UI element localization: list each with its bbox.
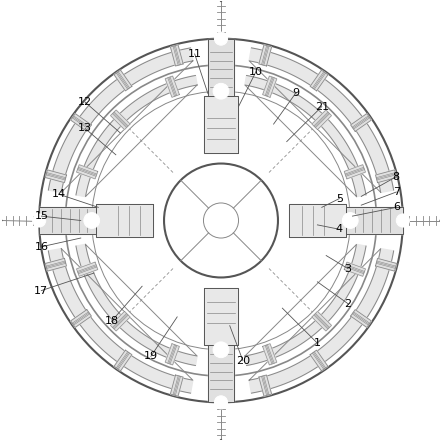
Polygon shape bbox=[110, 311, 130, 331]
Polygon shape bbox=[310, 350, 328, 371]
Circle shape bbox=[84, 213, 99, 228]
Text: 3: 3 bbox=[345, 264, 351, 274]
Text: 21: 21 bbox=[315, 101, 329, 112]
Text: 2: 2 bbox=[344, 299, 352, 309]
Polygon shape bbox=[312, 311, 332, 331]
Text: 15: 15 bbox=[34, 211, 48, 221]
Polygon shape bbox=[48, 249, 193, 393]
Text: 10: 10 bbox=[249, 67, 263, 76]
Text: 6: 6 bbox=[393, 202, 400, 213]
Polygon shape bbox=[71, 114, 91, 131]
Polygon shape bbox=[245, 244, 366, 366]
Text: 20: 20 bbox=[236, 356, 250, 366]
Polygon shape bbox=[165, 76, 179, 97]
Polygon shape bbox=[346, 207, 403, 234]
Polygon shape bbox=[204, 288, 238, 345]
Polygon shape bbox=[76, 75, 197, 197]
Polygon shape bbox=[376, 170, 396, 183]
Polygon shape bbox=[114, 350, 132, 371]
Polygon shape bbox=[76, 164, 98, 179]
Text: 9: 9 bbox=[292, 88, 299, 98]
Polygon shape bbox=[48, 48, 193, 192]
Polygon shape bbox=[46, 170, 66, 183]
Polygon shape bbox=[165, 344, 179, 365]
Circle shape bbox=[396, 214, 409, 227]
Polygon shape bbox=[210, 440, 232, 441]
Polygon shape bbox=[110, 110, 130, 130]
Polygon shape bbox=[71, 310, 91, 327]
Polygon shape bbox=[0, 209, 2, 232]
Polygon shape bbox=[171, 375, 183, 396]
Circle shape bbox=[214, 396, 228, 409]
Polygon shape bbox=[310, 70, 328, 91]
Polygon shape bbox=[171, 45, 183, 66]
Polygon shape bbox=[312, 110, 332, 130]
Polygon shape bbox=[245, 75, 366, 197]
Polygon shape bbox=[208, 39, 234, 96]
Polygon shape bbox=[204, 96, 238, 153]
Text: 17: 17 bbox=[34, 286, 48, 295]
Text: 4: 4 bbox=[336, 224, 343, 234]
Text: 13: 13 bbox=[78, 123, 92, 134]
Circle shape bbox=[213, 83, 229, 99]
Polygon shape bbox=[76, 262, 98, 277]
Polygon shape bbox=[263, 344, 277, 365]
Text: 18: 18 bbox=[104, 316, 118, 326]
Circle shape bbox=[343, 213, 358, 228]
Circle shape bbox=[33, 214, 46, 227]
Polygon shape bbox=[249, 249, 394, 393]
Polygon shape bbox=[263, 76, 277, 97]
Polygon shape bbox=[249, 48, 394, 192]
Circle shape bbox=[213, 342, 229, 358]
Polygon shape bbox=[344, 262, 366, 277]
Text: 5: 5 bbox=[336, 194, 343, 204]
Polygon shape bbox=[46, 258, 66, 271]
Polygon shape bbox=[96, 204, 153, 237]
Polygon shape bbox=[39, 207, 96, 234]
Polygon shape bbox=[376, 258, 396, 271]
Text: 11: 11 bbox=[188, 49, 202, 59]
Polygon shape bbox=[210, 0, 232, 1]
Polygon shape bbox=[259, 45, 271, 66]
Polygon shape bbox=[259, 375, 271, 396]
Polygon shape bbox=[440, 209, 442, 232]
Text: 12: 12 bbox=[78, 97, 92, 107]
Text: 8: 8 bbox=[393, 172, 400, 182]
Text: 14: 14 bbox=[52, 189, 66, 199]
Text: 7: 7 bbox=[393, 187, 400, 197]
Polygon shape bbox=[289, 204, 346, 237]
Text: 16: 16 bbox=[34, 242, 48, 252]
Polygon shape bbox=[208, 345, 234, 402]
Text: 19: 19 bbox=[144, 351, 158, 361]
Polygon shape bbox=[76, 244, 197, 366]
Text: 1: 1 bbox=[314, 338, 321, 348]
Polygon shape bbox=[114, 70, 132, 91]
Polygon shape bbox=[344, 164, 366, 179]
Polygon shape bbox=[351, 310, 371, 327]
Circle shape bbox=[214, 32, 228, 45]
Polygon shape bbox=[351, 114, 371, 131]
